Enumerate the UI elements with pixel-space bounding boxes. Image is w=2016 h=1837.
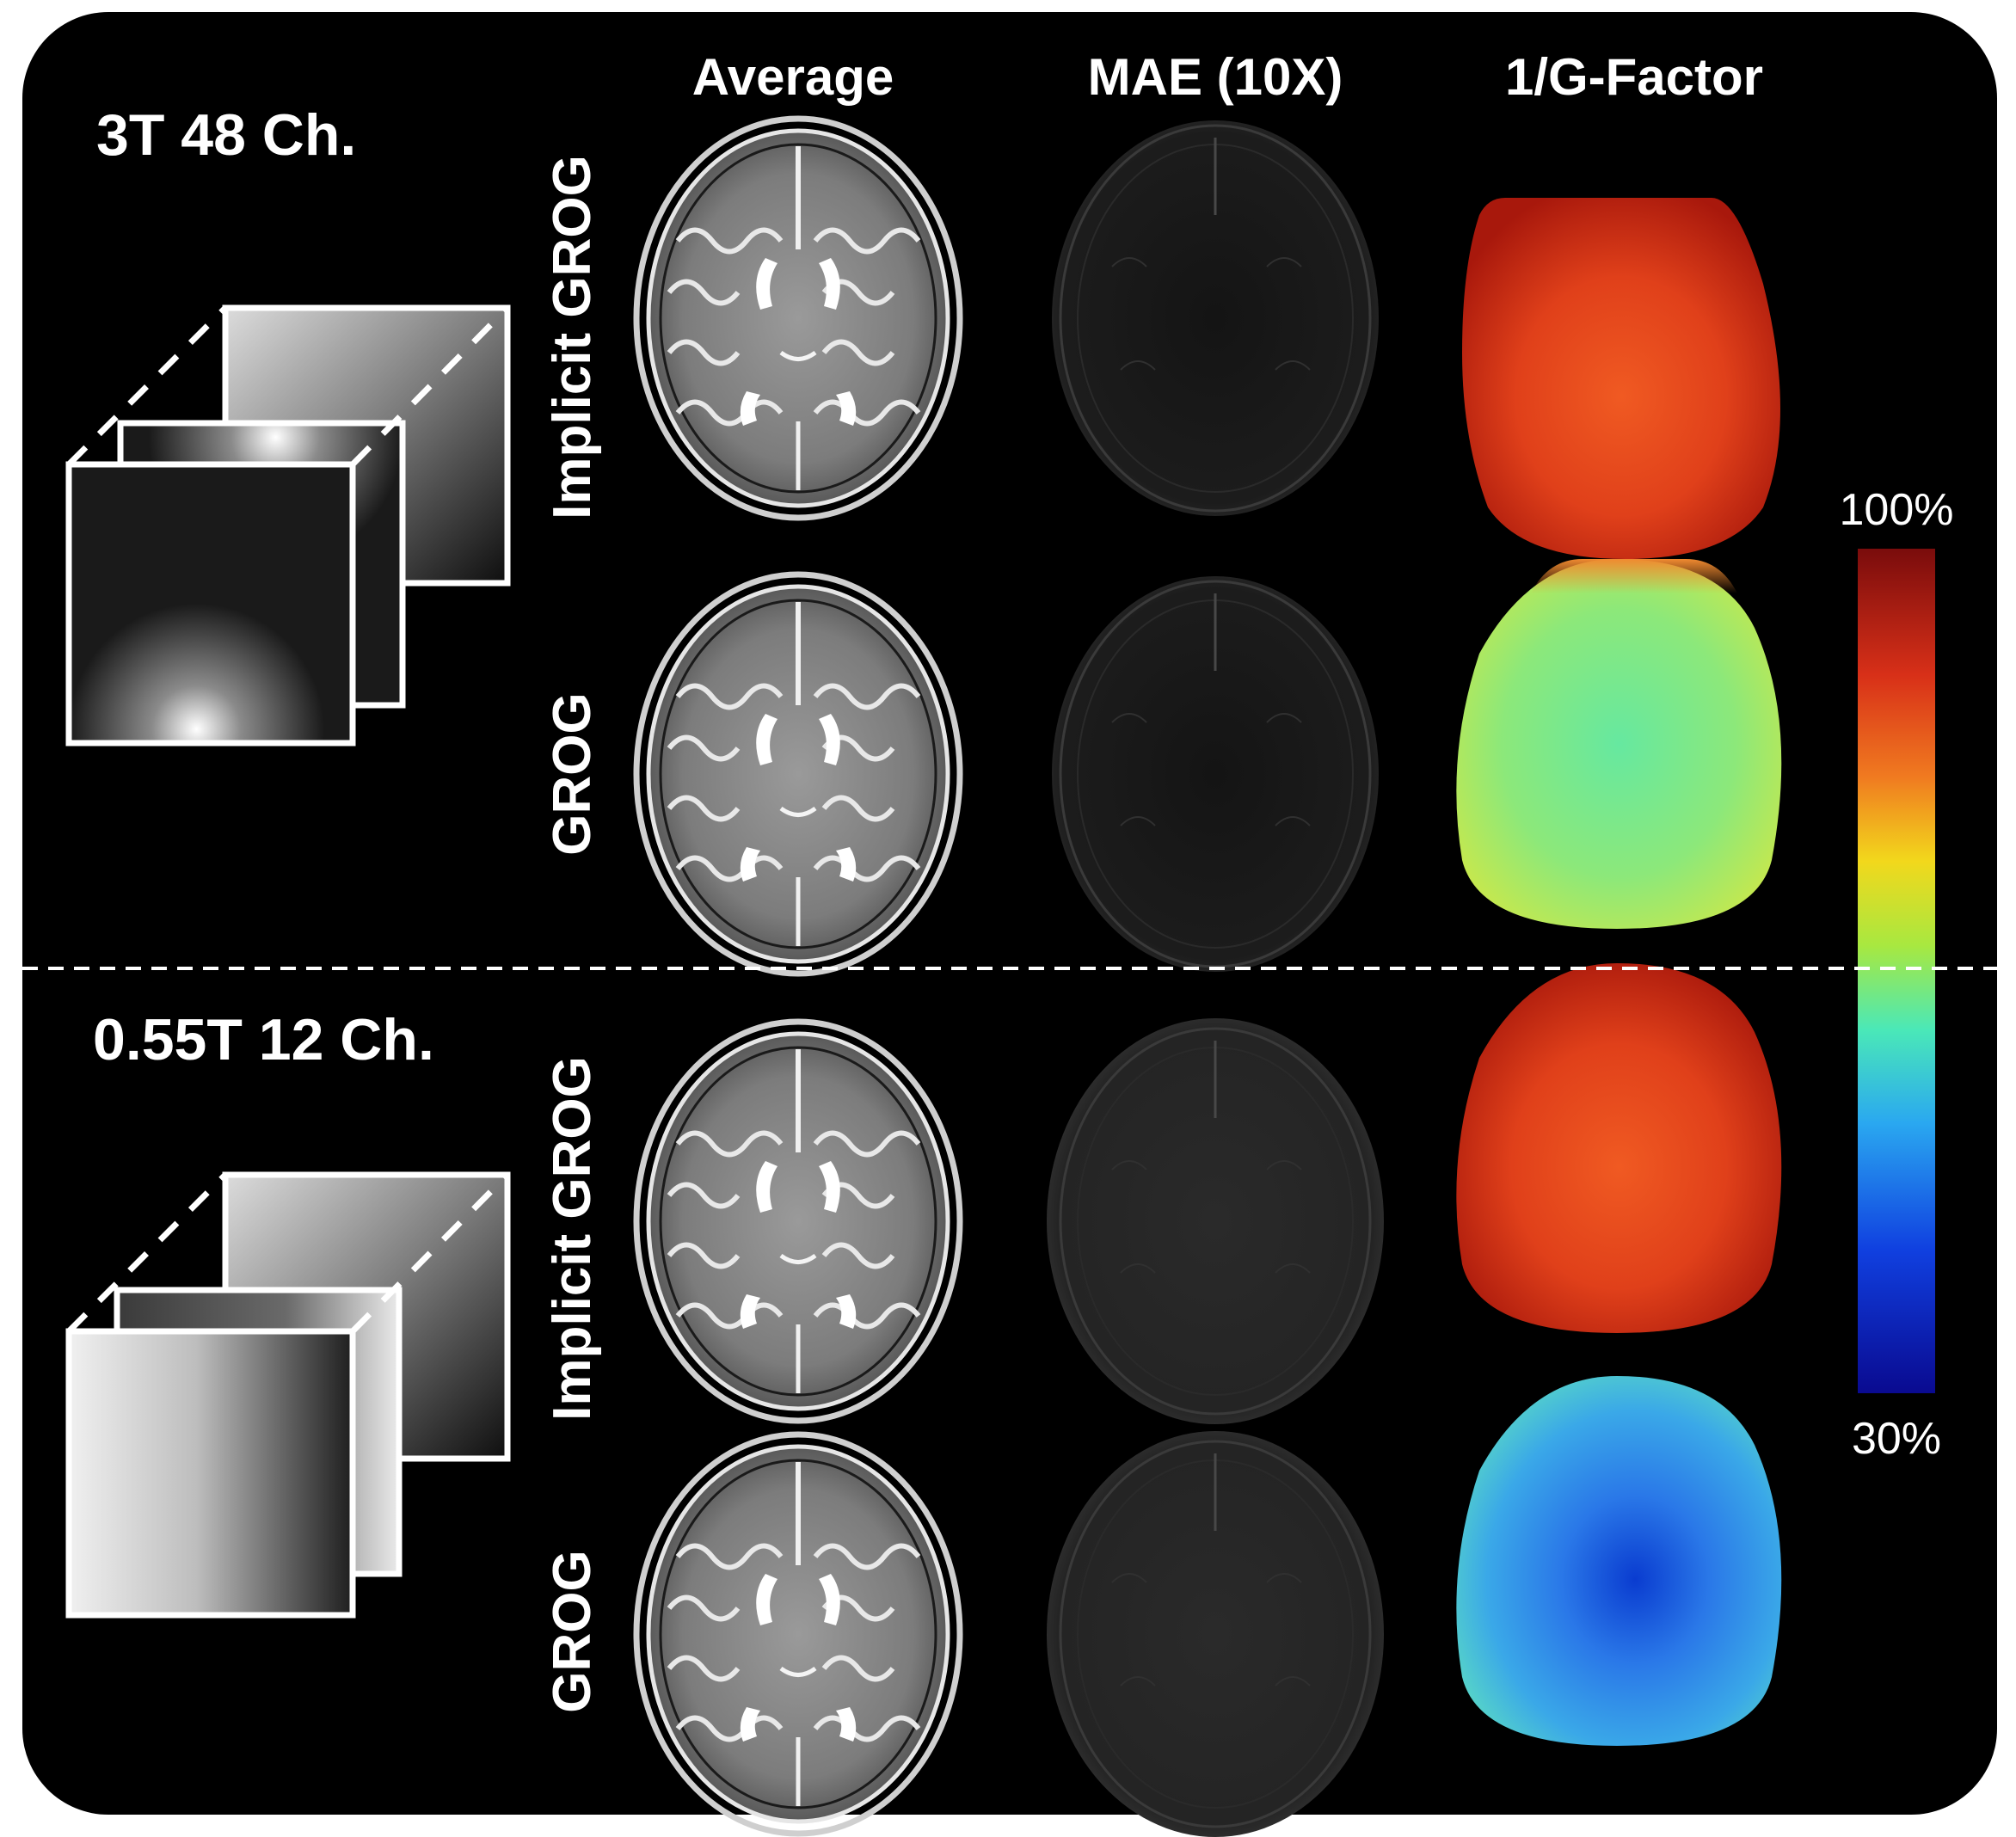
- column-header-gfactor: 1/G-Factor: [1505, 48, 1763, 106]
- mae-image-055t-implicit-grog: [1047, 1018, 1384, 1424]
- section-title-3t: 3T 48 Ch.: [96, 102, 356, 168]
- mae-image-3t-implicit-grog: [1052, 120, 1379, 516]
- gfactor-map-3t-implicit-grog: [1462, 198, 1780, 559]
- gfactor-map-055t-implicit-grog: [1456, 963, 1782, 1333]
- gfactor-map-055t-grog: [1456, 1376, 1782, 1746]
- section-title-055t: 0.55T 12 Ch.: [93, 1007, 434, 1072]
- average-image-3t-implicit-grog: [636, 119, 960, 518]
- coil-stack-055t: [65, 1171, 511, 1619]
- row-label-3t-implicit-grog: Implicit GROG: [543, 155, 602, 519]
- colorbar-min-label: 30%: [1852, 1414, 1941, 1464]
- column-header-mae: MAE (10X): [1088, 48, 1343, 106]
- average-image-055t-implicit-grog: [636, 1022, 960, 1421]
- coil-image-front: [65, 461, 356, 746]
- coil-image-front: [65, 1328, 356, 1619]
- average-image-3t-grog: [636, 574, 960, 974]
- stack-edge-dashed: [350, 305, 510, 467]
- colorbar-max-label: 100%: [1840, 485, 1954, 535]
- gfactor-map-3t-grog: [1456, 559, 1782, 929]
- colorbar: [1858, 549, 1935, 1393]
- mae-image-055t-grog: [1047, 1431, 1384, 1837]
- stack-edge-dashed: [66, 1172, 228, 1334]
- coil-stack-3t: [65, 304, 511, 746]
- gfactor-map-3t-grog-top-band: [1531, 559, 1737, 593]
- row-label-055t-grog: GROG: [543, 1550, 602, 1712]
- stack-edge-dashed: [350, 1172, 510, 1334]
- stack-edge-dashed: [66, 305, 228, 467]
- average-image-055t-grog: [636, 1435, 960, 1834]
- row-label-3t-grog: GROG: [543, 692, 602, 855]
- column-header-average: Average: [692, 48, 894, 106]
- mae-image-3t-grog: [1052, 576, 1379, 972]
- row-label-055t-implicit-grog: Implicit GROG: [543, 1056, 602, 1421]
